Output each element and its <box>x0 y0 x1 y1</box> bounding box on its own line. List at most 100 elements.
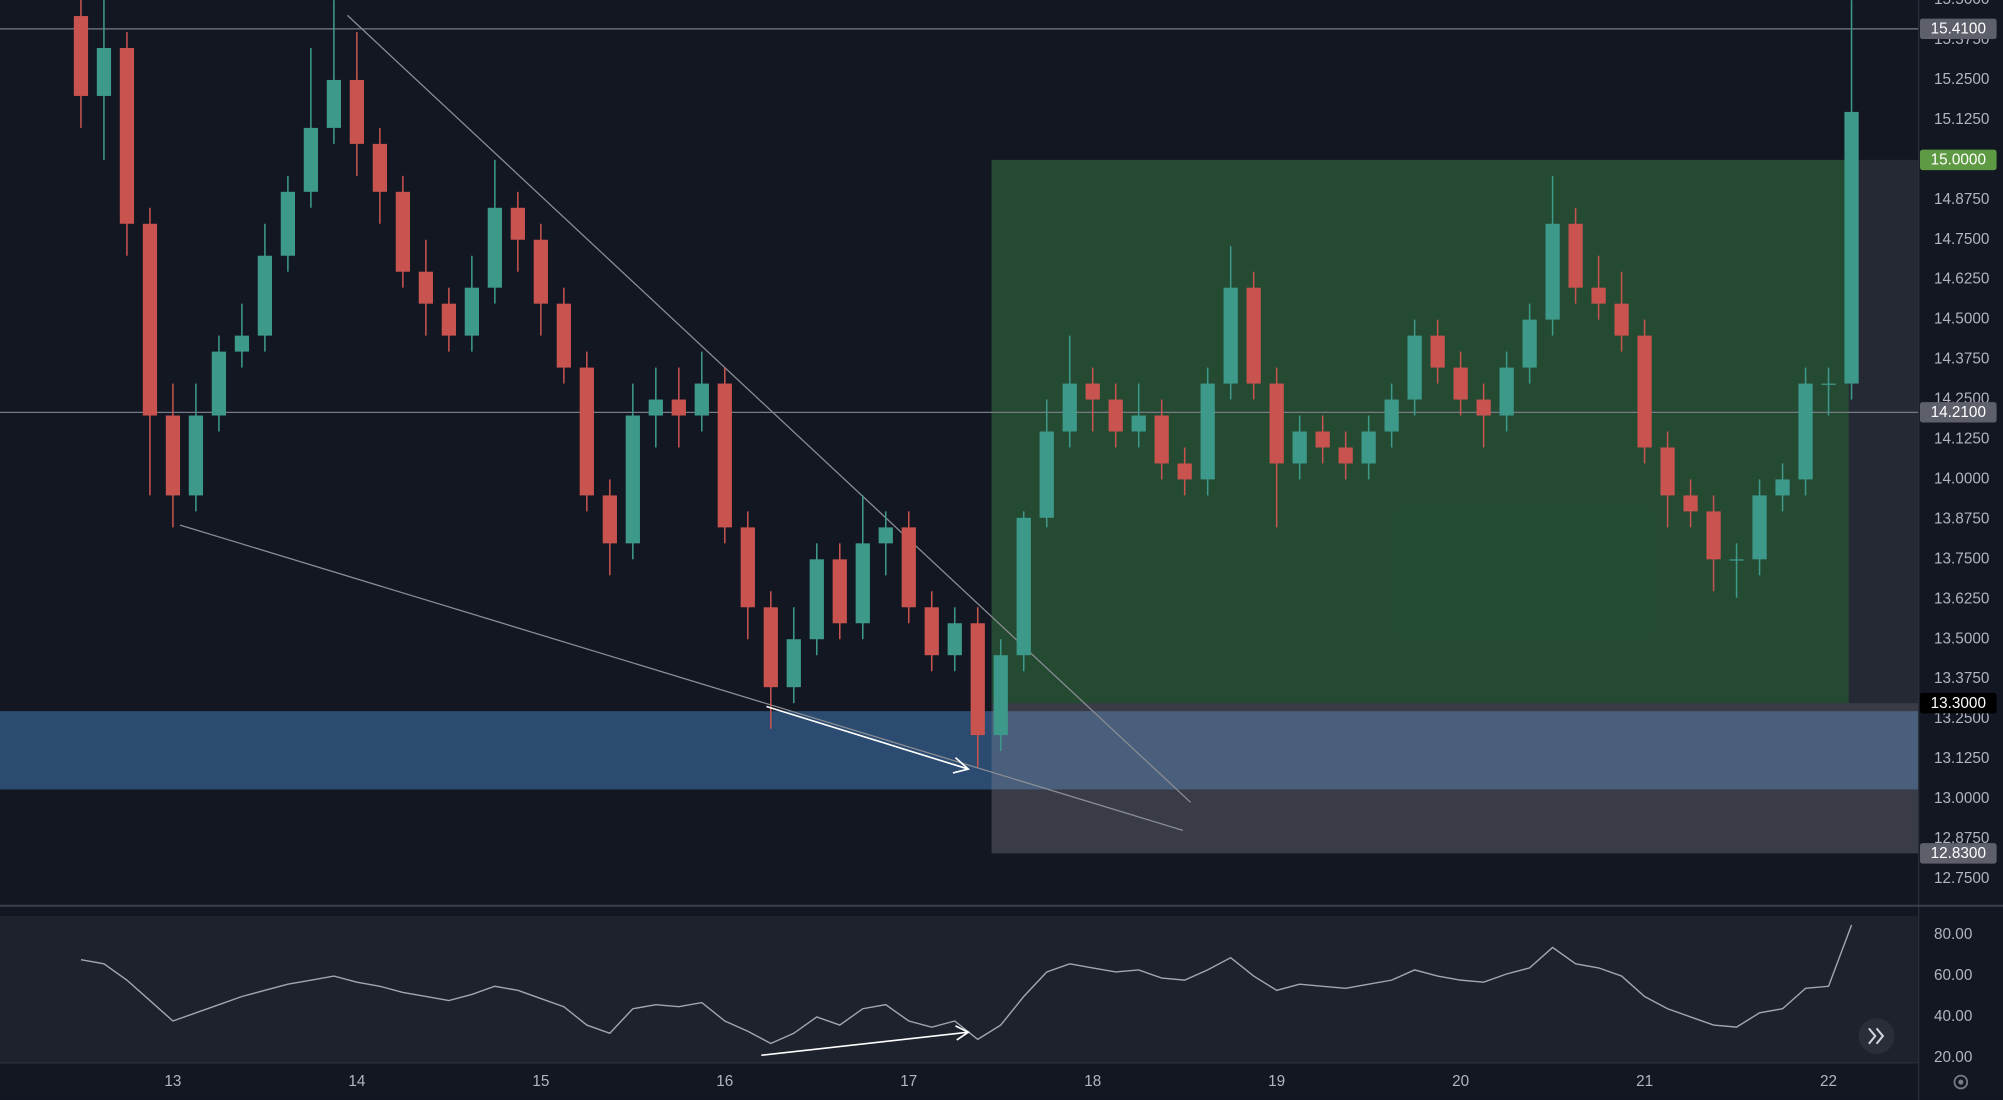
candle-body <box>855 543 870 624</box>
candle-body <box>234 335 250 352</box>
candle-body <box>1269 383 1284 464</box>
arrow-line <box>761 1031 969 1057</box>
candle-body <box>1384 399 1399 432</box>
y-tick-label: 14.8750 <box>1934 191 1989 208</box>
candle-body <box>786 639 801 688</box>
candle-body <box>303 127 319 192</box>
arrow-head <box>955 1025 970 1041</box>
x-tick-label: 21 <box>1636 1073 1653 1090</box>
scroll-button[interactable] <box>1858 1018 1895 1054</box>
y-tick-label: 13.0000 <box>1934 790 1989 807</box>
candle-body <box>395 191 410 272</box>
candle-body <box>694 383 709 416</box>
candle-body <box>1338 447 1353 464</box>
x-tick-label: 16 <box>716 1073 733 1090</box>
y-tick-label: 14.1250 <box>1934 431 1989 448</box>
x-tick-label: 22 <box>1820 1073 1837 1090</box>
rsi <box>80 924 1853 1045</box>
y-tick-label: 15.5000 <box>1934 0 1989 8</box>
candle-body <box>1660 447 1675 496</box>
arrow-head <box>952 756 971 774</box>
candle-body <box>372 143 388 192</box>
candle-body <box>763 607 778 688</box>
price-tag: 13.3000 <box>1931 695 1986 712</box>
profit-box <box>991 159 1849 704</box>
rsi-line <box>80 924 1853 1045</box>
candle-body <box>602 495 617 544</box>
candle-body <box>1591 287 1606 304</box>
price-tag-bg <box>1919 18 1997 40</box>
price-tag: 15.4100 <box>1931 21 1986 38</box>
trend-line <box>179 524 1184 832</box>
stop-box <box>991 703 1919 854</box>
x-tick-label: 14 <box>348 1073 366 1090</box>
chevron <box>1868 1027 1877 1045</box>
candle-body <box>1200 383 1215 480</box>
x-tick-label: 20 <box>1452 1073 1469 1090</box>
candle-body <box>1844 111 1859 384</box>
candle-body <box>924 607 939 656</box>
candle-body <box>441 303 456 336</box>
price-tag-bg <box>1919 692 1997 714</box>
candle-body <box>119 48 135 224</box>
candle-body <box>418 271 433 304</box>
candle-body <box>947 623 962 656</box>
candle-body <box>211 351 227 416</box>
candle-body <box>1637 335 1652 448</box>
price-tag-bg <box>1919 402 1997 423</box>
arrow-line <box>766 705 969 770</box>
profit-box-ext <box>1848 159 1919 704</box>
candle-body <box>1499 367 1514 416</box>
candle-body <box>142 223 158 416</box>
settings-button[interactable] <box>1953 1074 1969 1090</box>
candle-body <box>510 207 525 240</box>
price-tag: 15.0000 <box>1931 152 1986 169</box>
candle-body <box>1154 415 1169 464</box>
rsi-tick-label: 20.00 <box>1934 1049 1972 1066</box>
candle-body <box>1568 223 1583 288</box>
candle-body <box>1752 495 1767 560</box>
candle-body <box>1131 415 1146 432</box>
price-tags: 15.4100 14.2100 15.0000 13.3000 12.8300 <box>1919 18 1997 864</box>
candle-body <box>625 415 640 544</box>
candles <box>73 0 1859 768</box>
candle-body <box>579 367 594 496</box>
candle-body <box>1407 335 1422 400</box>
candle-body <box>1683 495 1698 512</box>
y-tick-label: 13.2500 <box>1934 710 1989 727</box>
y-tick-label: 14.6250 <box>1934 271 1989 288</box>
candle-body <box>1292 431 1307 464</box>
candle-body <box>832 559 847 624</box>
candle-body <box>970 623 985 736</box>
candle-body <box>740 527 755 608</box>
candle-body <box>487 207 502 288</box>
chevron <box>1875 1027 1885 1045</box>
y-tick-label: 13.1250 <box>1934 750 1989 767</box>
candle-body <box>993 655 1008 736</box>
candle-body <box>901 527 916 608</box>
x-tick-label: 19 <box>1268 1073 1285 1090</box>
x-tick-label: 13 <box>164 1073 181 1090</box>
gear[interactable] <box>1953 1074 1969 1090</box>
candle-body <box>1016 517 1031 656</box>
horizontal-lines <box>0 28 1919 413</box>
candle-body <box>1430 335 1445 368</box>
candle-body <box>1062 383 1077 432</box>
candle-body <box>878 527 893 544</box>
candle-body <box>1177 463 1192 480</box>
candle-body <box>1476 399 1491 416</box>
price-tag-bg <box>1919 843 1997 864</box>
rsi-tick-label: 60.00 <box>1934 967 1972 984</box>
y-tick-label: 13.6250 <box>1934 590 1989 607</box>
candle-body <box>556 303 571 368</box>
candle-body <box>1223 287 1238 384</box>
trend-line <box>347 14 1191 803</box>
candle-body <box>648 399 663 416</box>
y-tick-label: 13.8750 <box>1934 510 1989 527</box>
price-tag: 14.2100 <box>1931 404 1986 421</box>
candle-body <box>349 79 365 144</box>
y-tick-label: 13.7500 <box>1934 550 1989 567</box>
y-tick-label: 12.7500 <box>1934 870 1989 887</box>
candle-body <box>464 287 479 336</box>
